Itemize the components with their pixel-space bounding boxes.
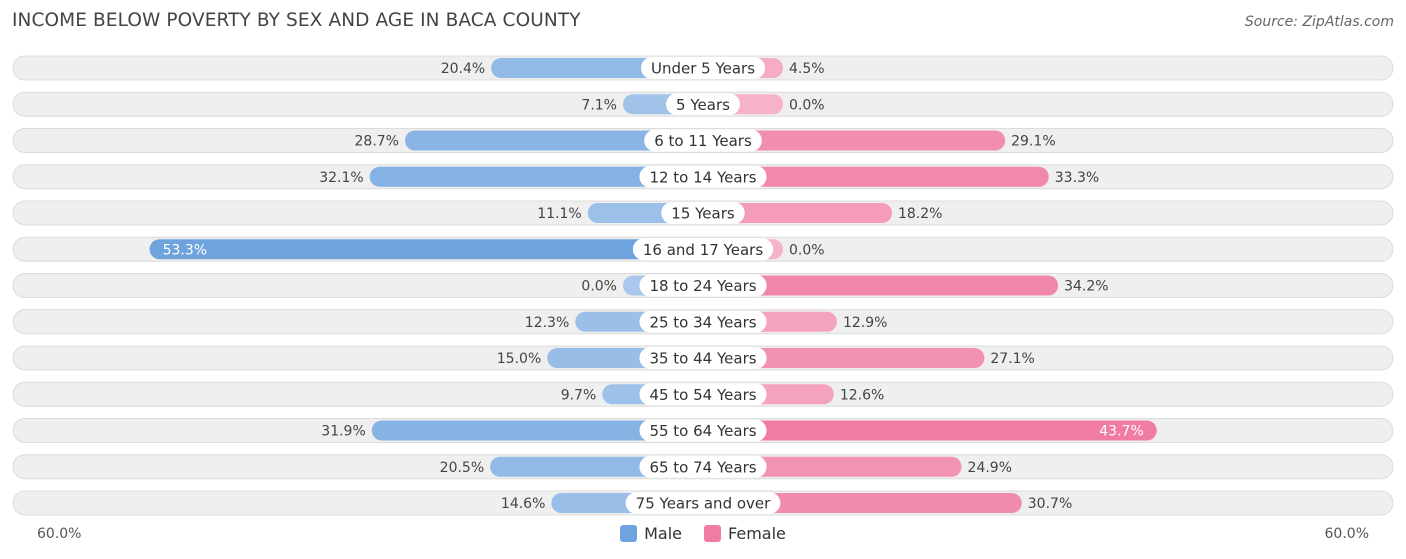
- legend-label-female: Female: [728, 524, 786, 543]
- category-pill-under-5-years: [640, 57, 766, 79]
- category-pill-35-to-44-years: [639, 347, 767, 369]
- bar-male-12-to-14-years: [369, 166, 703, 187]
- category-label-65-to-74-years: 65 to 74 Years: [649, 458, 756, 476]
- legend-label-male: Male: [644, 524, 683, 543]
- category-pill-65-to-74-years: [639, 455, 767, 478]
- value-label-female-5-years: 0.0%: [789, 97, 825, 113]
- category-label-18-to-24-years: 18 to 24 Years: [649, 277, 756, 295]
- value-label-male-under-5-years: 20.4%: [441, 61, 485, 77]
- value-label-male-65-to-74-years: 20.5%: [440, 460, 484, 476]
- category-label-75-years-and-over: 75 Years and over: [636, 495, 771, 513]
- category-pill-5-years: [666, 93, 740, 116]
- legend-swatch-female: [704, 525, 722, 542]
- category-label-under-5-years: Under 5 Years: [651, 60, 755, 78]
- category-pill-6-to-11-years: [644, 129, 762, 152]
- category-label-15-years: 15 Years: [671, 205, 735, 223]
- category-label-6-to-11-years: 6 to 11 Years: [654, 132, 752, 150]
- category-pill-18-to-24-years: [639, 274, 767, 297]
- value-label-female-75-years-and-over: 30.7%: [1028, 496, 1072, 512]
- bar-female-18-to-24-years: [703, 275, 1059, 296]
- bar-male-16-and-17-years: [149, 239, 703, 260]
- category-pill-16-and-17-years: [632, 238, 774, 261]
- bar-female-65-to-74-years: [703, 456, 962, 477]
- category-pill-75-years-and-over: [625, 492, 781, 514]
- category-label-55-to-64-years: 55 to 64 Years: [649, 422, 756, 440]
- value-label-female-55-to-64-years: 43.7%: [1099, 424, 1143, 440]
- category-pill-55-to-64-years: [639, 419, 767, 442]
- category-label-45-to-54-years: 45 to 54 Years: [649, 386, 756, 404]
- category-label-5-years: 5 Years: [676, 96, 730, 114]
- bar-male-55-to-64-years: [371, 420, 703, 441]
- source-label: Source: ZipAtlas.com: [1244, 14, 1394, 30]
- value-label-female-16-and-17-years: 0.0%: [789, 242, 825, 258]
- value-label-male-75-years-and-over: 14.6%: [501, 496, 545, 512]
- value-label-male-55-to-64-years: 31.9%: [321, 424, 365, 440]
- value-label-male-45-to-54-years: 9.7%: [561, 387, 597, 403]
- axis-left-label: 60.0%: [37, 526, 82, 542]
- legend-item-male: Male: [620, 524, 682, 543]
- category-label-25-to-34-years: 25 to 34 Years: [649, 313, 756, 331]
- category-label-12-to-14-years: 12 to 14 Years: [649, 168, 756, 186]
- value-label-male-5-years: 7.1%: [581, 97, 617, 113]
- category-pill-25-to-34-years: [639, 310, 767, 333]
- value-label-male-6-to-11-years: 28.7%: [355, 134, 399, 150]
- bar-female-35-to-44-years: [703, 348, 985, 368]
- value-label-male-16-and-17-years: 53.3%: [163, 242, 207, 258]
- value-label-male-35-to-44-years: 15.0%: [497, 351, 541, 367]
- value-label-male-12-to-14-years: 32.1%: [319, 170, 363, 186]
- bar-female-15-years: [703, 203, 892, 223]
- value-label-female-65-to-74-years: 24.9%: [968, 460, 1012, 476]
- category-label-16-and-17-years: 16 and 17 Years: [643, 241, 763, 259]
- value-label-male-15-years: 11.1%: [537, 206, 581, 222]
- bar-female-6-to-11-years: [703, 130, 1006, 151]
- value-label-female-12-to-14-years: 33.3%: [1055, 170, 1099, 186]
- bar-male-6-to-11-years: [404, 130, 703, 151]
- legend-swatch-male: [620, 525, 638, 542]
- category-pill-45-to-54-years: [639, 383, 767, 406]
- value-label-female-18-to-24-years: 34.2%: [1064, 279, 1108, 295]
- value-label-female-under-5-years: 4.5%: [789, 61, 825, 77]
- category-label-35-to-44-years: 35 to 44 Years: [649, 350, 756, 368]
- bar-female-75-years-and-over: [703, 493, 1022, 513]
- chart-title: INCOME BELOW POVERTY BY SEX AND AGE IN B…: [12, 10, 581, 31]
- bar-female-12-to-14-years: [703, 166, 1049, 187]
- value-label-female-35-to-44-years: 27.1%: [990, 351, 1034, 367]
- legend-item-female: Female: [704, 524, 786, 543]
- chart: Under 5 Years 20.4% 4.5% 5 Years 7.1% 0.0% 6 t…: [12, 55, 1394, 516]
- value-label-female-6-to-11-years: 29.1%: [1011, 134, 1055, 150]
- value-label-male-25-to-34-years: 12.3%: [525, 315, 569, 331]
- category-pill-15-years: [661, 202, 745, 224]
- axis-right-label: 60.0%: [1324, 526, 1369, 542]
- value-label-female-45-to-54-years: 12.6%: [840, 387, 884, 403]
- bar-female-55-to-64-years: [703, 420, 1157, 441]
- category-pill-12-to-14-years: [639, 165, 767, 188]
- value-label-female-25-to-34-years: 12.9%: [843, 315, 887, 331]
- value-label-female-15-years: 18.2%: [898, 206, 942, 222]
- value-label-male-18-to-24-years: 0.0%: [581, 279, 617, 295]
- legend: Male Female: [0, 524, 1406, 543]
